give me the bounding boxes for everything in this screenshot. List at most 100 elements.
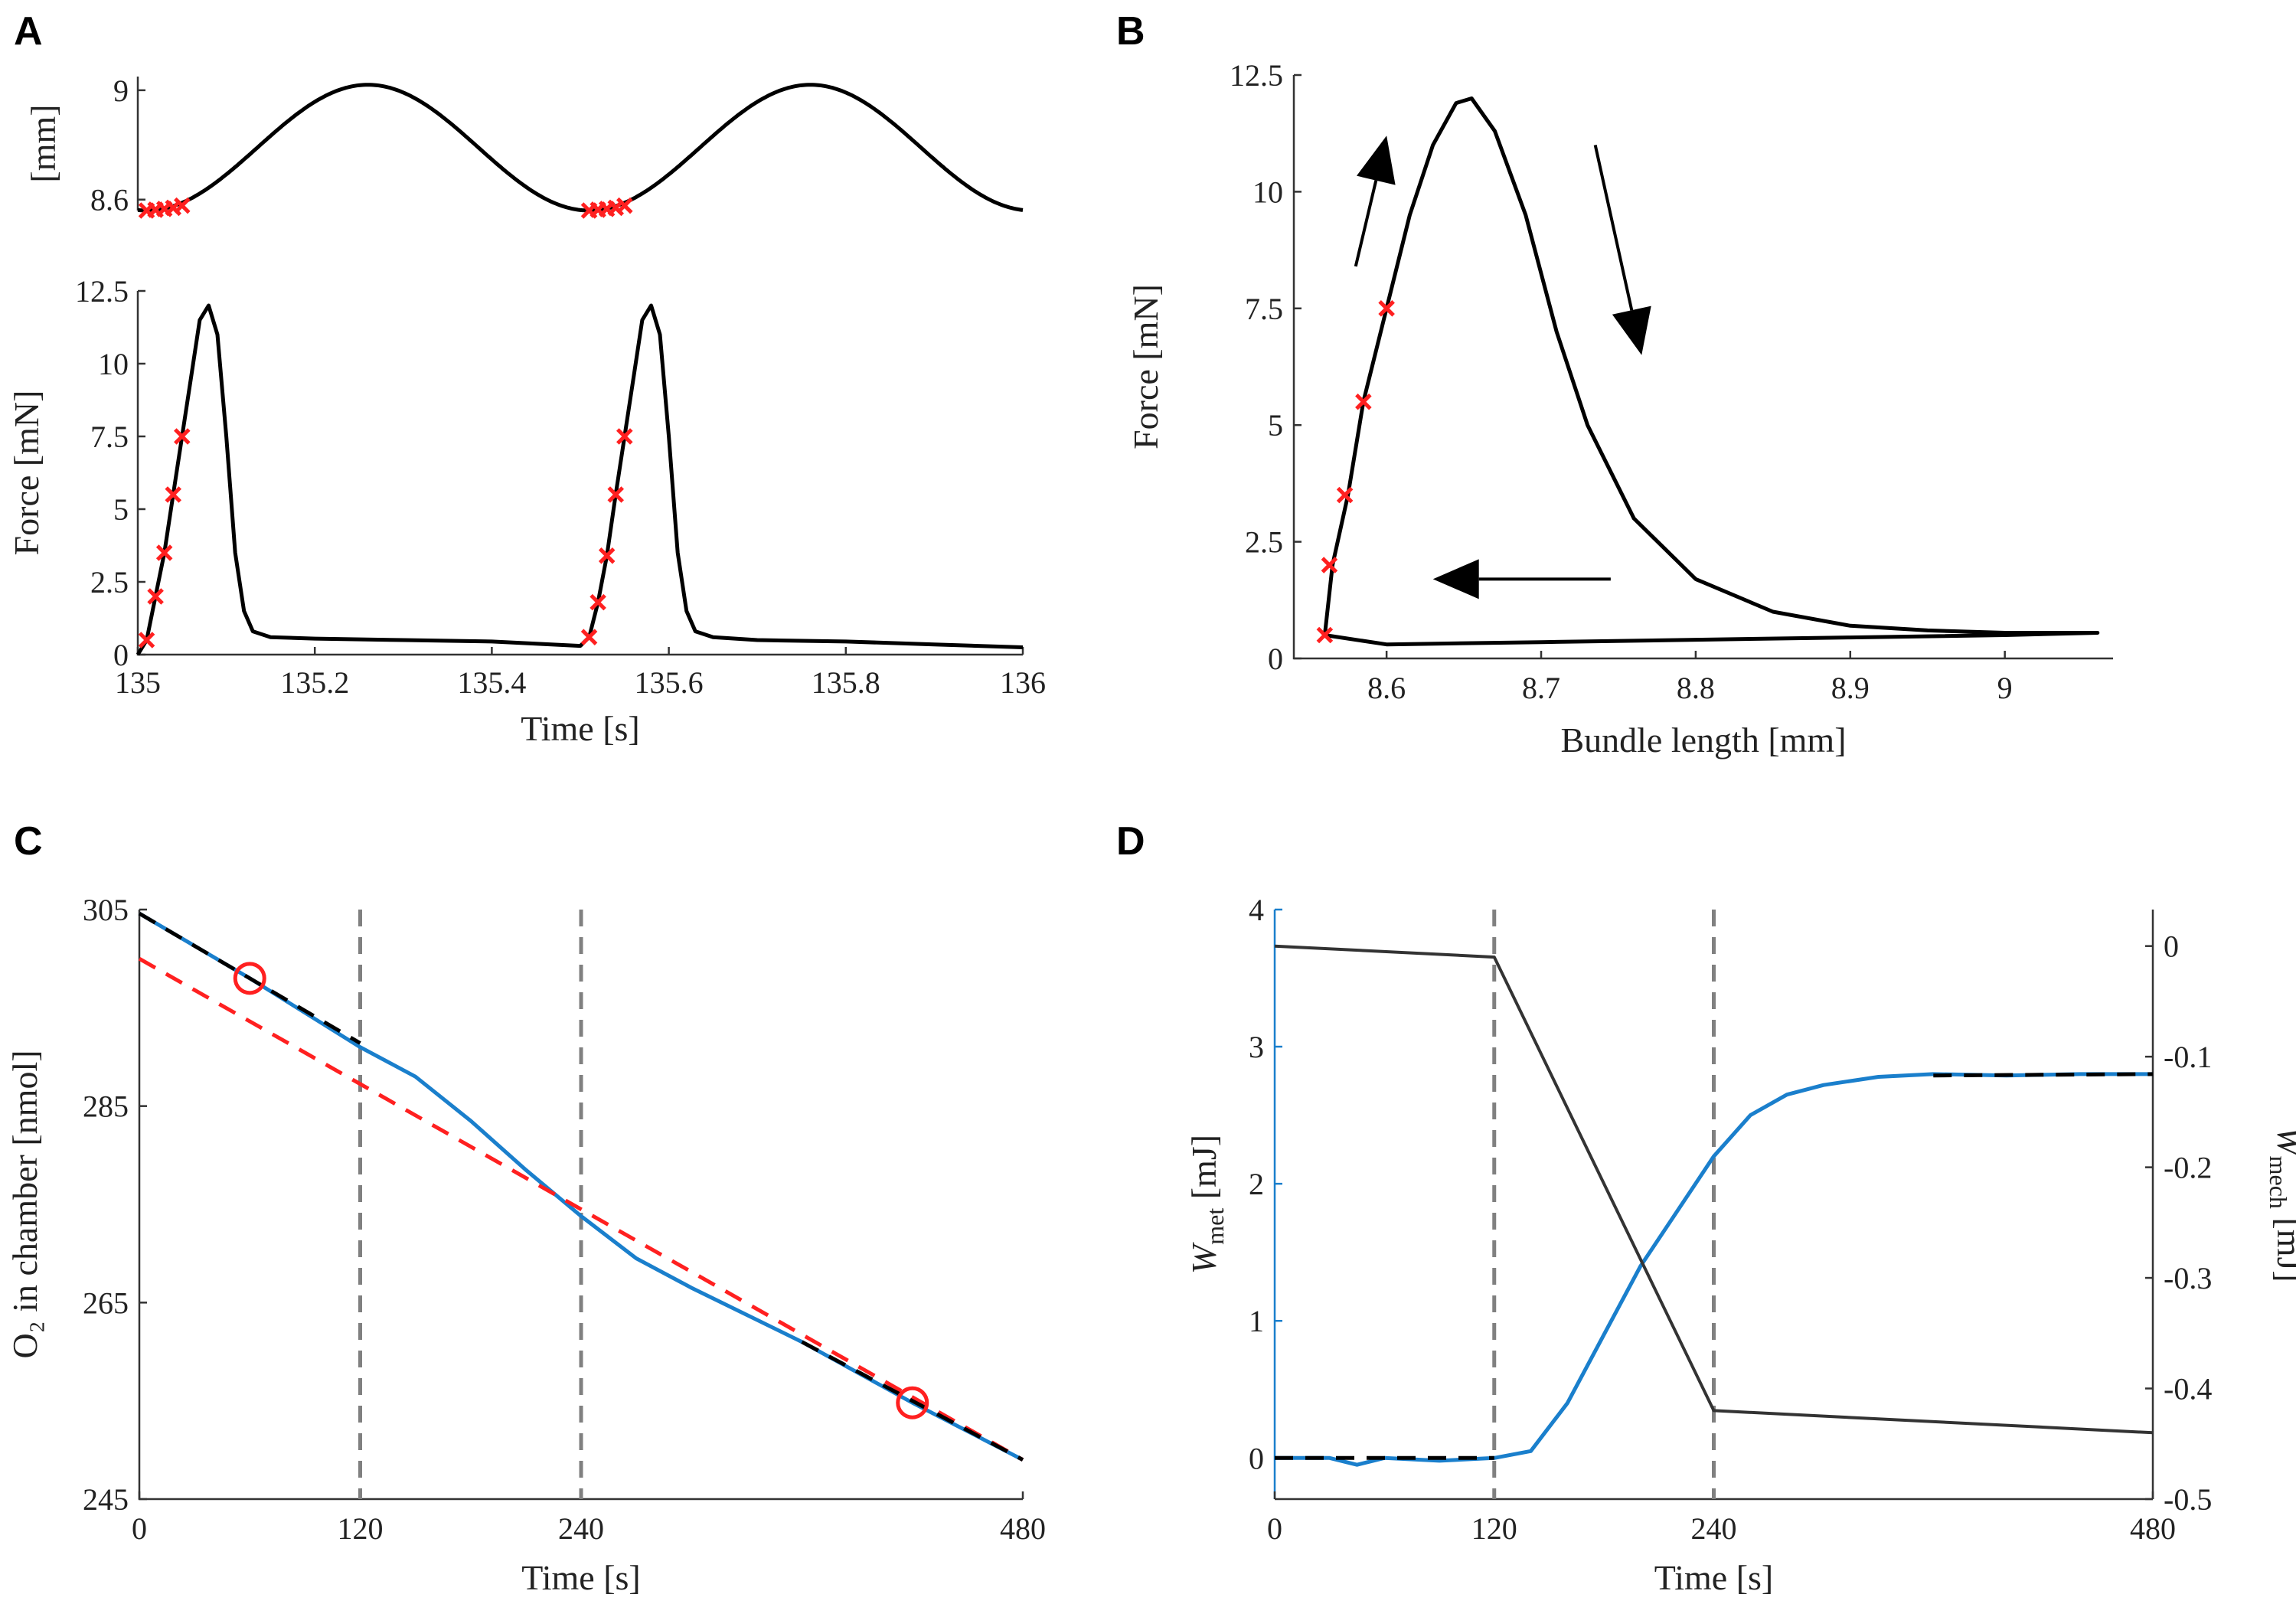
c-series-line-2 — [801, 1340, 1024, 1462]
a-bottom-ylabel: Force [mN] — [7, 390, 46, 556]
a-bottom-marker — [155, 544, 173, 561]
panel-letter-c: C — [14, 819, 43, 864]
panel-c-oxygen-plot: 245 265 285 305 0 120 240 480 Time [s] O₂ in cham… — [5, 893, 1046, 1597]
d-right-ytick-label: -0.5 — [2164, 1482, 2212, 1517]
d-series-line-0 — [1275, 1072, 2153, 1467]
d-left-ylabel-main: W — [1184, 1242, 1223, 1274]
d-left-ytick-label: 1 — [1249, 1304, 1264, 1338]
a-bottom-xtick-label: 135 — [115, 665, 161, 700]
d-xtick-label: 120 — [1471, 1511, 1517, 1546]
d-xlabel: Time [s] — [1654, 1558, 1774, 1597]
b-direction-arrow-1-shaft — [1593, 145, 1634, 311]
b-direction-arrow-0-shaft — [1354, 180, 1378, 267]
d-left-ylabel: Wmet [mJ] — [1184, 1135, 1229, 1274]
a-bottom-ytick-label: 12.5 — [75, 274, 129, 309]
b-marker — [1321, 557, 1338, 573]
a-bottom-marker — [616, 428, 633, 445]
panel-letter-d: D — [1116, 819, 1145, 864]
c-xtick-label: 240 — [558, 1511, 604, 1546]
a-bottom-marker — [580, 629, 598, 645]
d-right-ylabel-unit: [mJ] — [2270, 1209, 2296, 1282]
d-series-line-2 — [1933, 1072, 2154, 1078]
a-bottom-ytick-label: 10 — [98, 347, 129, 381]
a-bottom-xlabel: Time [s] — [521, 709, 640, 748]
c-xlabel: Time [s] — [521, 1558, 641, 1597]
b-ytick-label: 12.5 — [1230, 58, 1283, 93]
a-bottom-ytick-label: 5 — [113, 492, 129, 527]
a-top-marker — [616, 197, 633, 214]
c-xtick-label: 480 — [1000, 1511, 1046, 1546]
b-ytick-label: 5 — [1268, 408, 1283, 443]
c-ytick-label: 245 — [83, 1482, 129, 1517]
b-xlabel: Bundle length [mm] — [1560, 720, 1846, 760]
d-left-ylabel-sub: met — [1201, 1208, 1229, 1245]
d-right-ytick-label: -0.1 — [2164, 1040, 2212, 1074]
a-bottom-ytick-label: 0 — [113, 638, 129, 672]
panel-d-work-plot: 0 1 2 3 4 0 -0.1 -0.2 -0.3 -0.4 -0.5 0 120 240 480 Time… — [1184, 893, 2296, 1597]
a-bottom-marker — [590, 593, 606, 611]
d-left-ytick-label: 0 — [1249, 1441, 1264, 1475]
a-bottom-marker — [165, 486, 182, 503]
a-bottom-xtick-label: 135.2 — [280, 665, 349, 700]
b-xtick-label: 8.9 — [1831, 671, 1870, 705]
c-fit-point-marker — [233, 962, 266, 995]
c-series-line-3 — [138, 957, 1024, 1462]
c-ytick-label: 285 — [83, 1089, 129, 1124]
b-direction-arrow-2 — [1432, 559, 1611, 599]
c-ytick-label: 265 — [83, 1285, 129, 1320]
a-bottom-marker — [607, 486, 625, 503]
b-marker — [1378, 300, 1395, 317]
c-xtick-label: 0 — [132, 1511, 147, 1546]
panel-a-force-plot: 0 2.5 5 7.5 10 12.5 135 135.2 135.4 135.6 135.8 136… — [7, 274, 1046, 748]
b-xtick-label: 9 — [1997, 671, 2013, 705]
d-left-ytick-label: 3 — [1249, 1030, 1264, 1064]
b-work-loop-line — [1322, 96, 2100, 647]
b-direction-arrow-0 — [1354, 136, 1396, 267]
a-bottom-xtick-label: 136 — [1000, 665, 1046, 700]
b-ylabel: Force [mN] — [1126, 284, 1165, 449]
b-marker — [1355, 393, 1372, 410]
d-left-ytick-label: 2 — [1249, 1167, 1264, 1201]
b-direction-arrow-1-head — [1612, 305, 1651, 355]
a-top-ytick-label: 9 — [113, 74, 129, 108]
d-xtick-label: 240 — [1691, 1511, 1737, 1546]
d-right-ylabel-main: W — [2270, 1126, 2296, 1158]
b-ytick-label: 2.5 — [1245, 525, 1283, 560]
a-bottom-marker — [174, 428, 191, 445]
panel-letter-b: B — [1116, 9, 1145, 54]
c-fit-point-marker — [896, 1386, 929, 1419]
a-bottom-axes — [136, 291, 1023, 656]
a-bottom-ytick-label: 7.5 — [90, 420, 129, 454]
a-top-ylabel: [mm] — [24, 104, 63, 182]
d-xtick-label: 480 — [2130, 1511, 2176, 1546]
d-right-ytick-label: -0.4 — [2164, 1372, 2212, 1406]
a-bottom-marker — [138, 632, 155, 648]
d-left-ytick-label: 4 — [1249, 893, 1264, 927]
b-direction-arrow-2-head — [1432, 559, 1479, 599]
a-bottom-force-line — [136, 303, 1024, 656]
b-ytick-label: 0 — [1268, 642, 1283, 676]
b-axes — [1292, 75, 2113, 660]
c-ylabel: O₂ in chamber [nmol] — [5, 1050, 44, 1358]
a-top-length-line — [137, 83, 1024, 213]
d-right-ylabel-sub: mech — [2265, 1156, 2292, 1209]
a-bottom-ytick-label: 2.5 — [90, 565, 129, 599]
b-direction-arrow-1 — [1593, 145, 1651, 355]
d-right-ytick-label: 0 — [2164, 929, 2179, 964]
d-xtick-label: 0 — [1267, 1511, 1282, 1546]
d-left-ylabel-unit: [mJ] — [1184, 1135, 1223, 1208]
c-xtick-label: 120 — [338, 1511, 384, 1546]
a-top-marker — [174, 197, 191, 214]
a-bottom-xtick-label: 135.8 — [812, 665, 880, 700]
c-ytick-label: 305 — [83, 893, 129, 927]
d-right-ytick-label: -0.3 — [2164, 1261, 2212, 1295]
a-bottom-marker — [598, 547, 616, 564]
b-xtick-label: 8.6 — [1367, 671, 1406, 705]
d-series-line-3 — [1274, 944, 2154, 1435]
b-marker — [1336, 486, 1354, 504]
a-bottom-xtick-label: 135.6 — [635, 665, 704, 700]
a-bottom-xtick-label: 135.4 — [457, 665, 526, 700]
b-xtick-label: 8.8 — [1677, 671, 1715, 705]
a-bottom-marker — [147, 588, 164, 605]
